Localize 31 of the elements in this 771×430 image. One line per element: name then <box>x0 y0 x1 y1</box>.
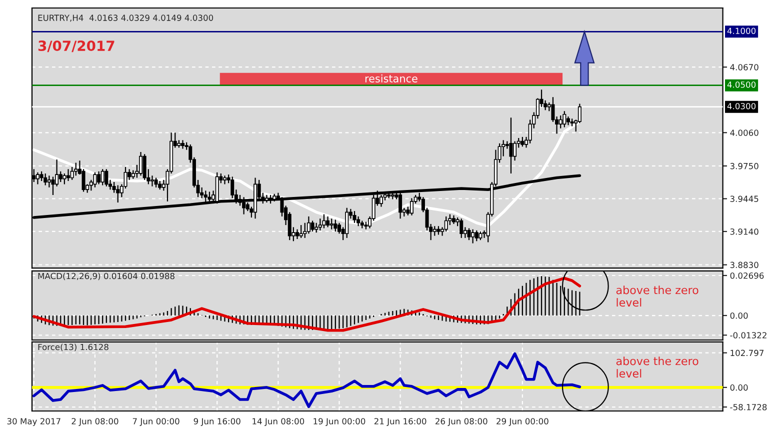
y-tick-label: 3.9140 <box>730 228 758 235</box>
band-label: resistance <box>365 74 418 82</box>
annotation: above the zero level <box>616 286 698 307</box>
y-tick-label: 3.9445 <box>730 196 758 202</box>
annotation: 3/07/2017 <box>38 40 114 52</box>
y-tick-label: 0.00 <box>730 384 748 391</box>
text: EURTRY,H4 4.0163 4.0329 4.0149 4.0300 <box>38 14 214 22</box>
y-tick-label: 102.797 <box>730 350 764 356</box>
y-tick-label: 3.9750 <box>730 162 758 170</box>
x-tick-label: 14 Jun 08:00 <box>252 418 304 426</box>
y-tick-label: -58.1728 <box>730 404 767 410</box>
x-tick-label: 30 May 2017 <box>7 418 60 426</box>
y-tick-label: 0.02696 <box>730 272 764 279</box>
x-tick-label: 29 Jun 00:00 <box>496 418 548 426</box>
ref-line-label: 4.0500 <box>727 81 756 88</box>
y-tick-label: 4.0670 <box>730 64 758 70</box>
x-tick-label: 26 Jun 08:00 <box>436 418 488 426</box>
annotation: above the zero level <box>616 356 698 378</box>
y-tick-label: 0.00 <box>730 312 748 319</box>
ref-line-label: 4.1000 <box>727 28 756 34</box>
y-tick-label: -0.01322 <box>730 332 766 338</box>
x-tick-label: 19 Jun 00:00 <box>314 418 366 426</box>
y-tick-label: 3.8830 <box>730 262 758 268</box>
x-tick-label: 7 Jun 00:00 <box>132 418 180 426</box>
x-tick-label: 21 Jun 16:00 <box>374 418 426 426</box>
y-tick-label: 4.0060 <box>730 130 758 136</box>
chart-title: Force(13) 1.6128 <box>38 344 108 352</box>
x-tick-label: 2 Jun 08:00 <box>72 418 118 426</box>
ref-line-label: 4.0300 <box>727 102 756 110</box>
chart-title: MACD(12,26,9) 0.01604 0.01988 <box>38 272 174 280</box>
x-tick-label: 9 Jun 16:00 <box>194 418 240 426</box>
